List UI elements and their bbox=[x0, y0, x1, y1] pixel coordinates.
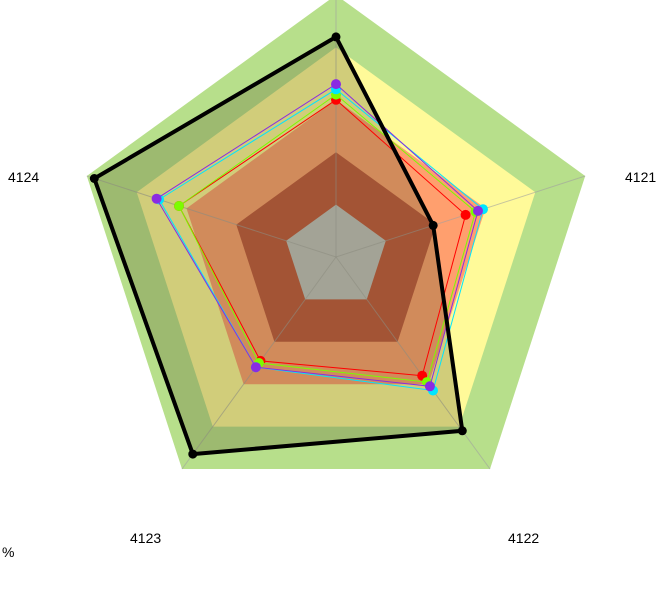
series-1-line bbox=[178, 99, 467, 377]
series-4-point-2 bbox=[424, 381, 435, 392]
series-0-line bbox=[91, 34, 465, 457]
axis-label-4123: 4123 bbox=[130, 530, 161, 546]
series-2-point-4 bbox=[174, 201, 184, 211]
series-0-area bbox=[94, 36, 463, 455]
series-4-point-0 bbox=[331, 79, 341, 90]
series-4-point-1 bbox=[473, 205, 483, 216]
series-0-point-2 bbox=[457, 426, 467, 436]
series-4-line bbox=[155, 83, 479, 387]
series-2-line bbox=[178, 93, 477, 383]
series-0-point-1 bbox=[428, 220, 438, 230]
series-1-point-1 bbox=[460, 209, 471, 220]
axis-labels: 4121 4122 4123 4124 bbox=[8, 169, 656, 546]
series-4-point-4 bbox=[151, 193, 162, 204]
series-3-line bbox=[158, 88, 484, 392]
radar-series bbox=[89, 32, 488, 459]
axis-label-4122: 4122 bbox=[508, 530, 539, 546]
series-0-point-4 bbox=[89, 174, 99, 183]
axis-label-4121: 4121 bbox=[625, 169, 656, 185]
spoke-4 bbox=[86, 175, 337, 258]
series-0-point-0 bbox=[331, 32, 341, 42]
unit-label: % bbox=[2, 544, 15, 560]
series-0-point-3 bbox=[188, 449, 198, 459]
axis-label-4124: 4124 bbox=[8, 169, 39, 185]
spoke-1 bbox=[335, 175, 586, 258]
series-4-point-3 bbox=[250, 362, 261, 373]
series-area-overlay bbox=[94, 36, 463, 455]
